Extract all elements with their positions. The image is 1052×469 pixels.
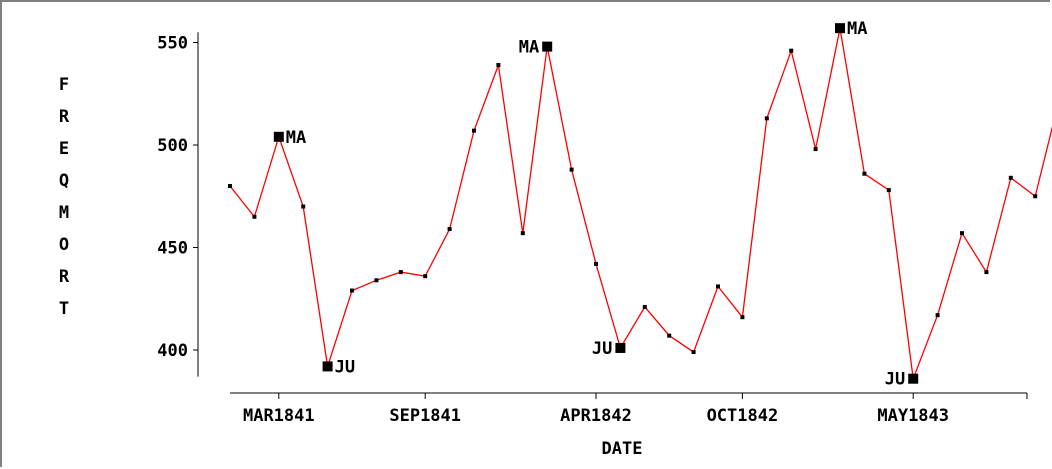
series <box>228 23 1052 384</box>
annotation-label: JU <box>592 339 612 359</box>
y-tick-label: 400 <box>157 341 188 361</box>
data-point <box>374 278 378 282</box>
x-tick-label: SEP1841 <box>389 406 461 426</box>
data-point <box>496 63 500 67</box>
annotation-label: JU <box>335 357 355 377</box>
data-point <box>984 270 988 274</box>
annotations: MA JU MA JU MA JU <box>286 19 905 390</box>
data-point <box>887 188 891 192</box>
data-point <box>350 289 354 293</box>
data-point <box>862 172 866 176</box>
annotation-label: JU <box>885 370 905 390</box>
data-point <box>1033 194 1037 198</box>
data-point <box>1009 176 1013 180</box>
y-tick-label: 450 <box>157 239 188 259</box>
data-point <box>594 262 598 266</box>
data-point <box>814 147 818 151</box>
data-point <box>643 305 647 309</box>
data-point <box>448 227 452 231</box>
y-tick-label: 500 <box>157 136 188 156</box>
annotation-label: MA <box>847 19 867 39</box>
annotated-point <box>835 23 845 33</box>
series-line <box>230 28 1052 379</box>
data-point <box>716 284 720 288</box>
data-point <box>692 350 696 354</box>
x-tick-label: MAR1841 <box>243 406 315 426</box>
data-point <box>252 215 256 219</box>
data-point <box>228 184 232 188</box>
data-point <box>472 129 476 133</box>
x-tick-label: APR1842 <box>560 406 632 426</box>
annotation-label: MA <box>286 128 306 148</box>
data-point <box>740 315 744 319</box>
x-axis-label: DATE <box>602 439 643 459</box>
annotated-point <box>323 361 333 371</box>
annotated-point <box>542 42 552 52</box>
data-point <box>399 270 403 274</box>
data-point <box>667 334 671 338</box>
data-point <box>789 49 793 53</box>
data-point <box>936 313 940 317</box>
y-axis: 400 450 500 550 <box>157 32 198 376</box>
annotated-point <box>615 343 625 353</box>
x-axis: MAR1841 SEP1841 APR1842 OCT1842 MAY1843 <box>230 393 1027 426</box>
data-point <box>423 274 427 278</box>
annotation-label: MA <box>519 38 539 58</box>
data-point <box>765 116 769 120</box>
data-point <box>521 231 525 235</box>
data-point <box>570 168 574 172</box>
annotated-point <box>274 132 284 142</box>
data-point <box>960 231 964 235</box>
data-point <box>301 205 305 209</box>
y-tick-label: 550 <box>157 34 188 54</box>
annotated-point <box>908 374 918 384</box>
x-tick-label: OCT1842 <box>707 406 779 426</box>
x-tick-label: MAY1843 <box>877 406 949 426</box>
